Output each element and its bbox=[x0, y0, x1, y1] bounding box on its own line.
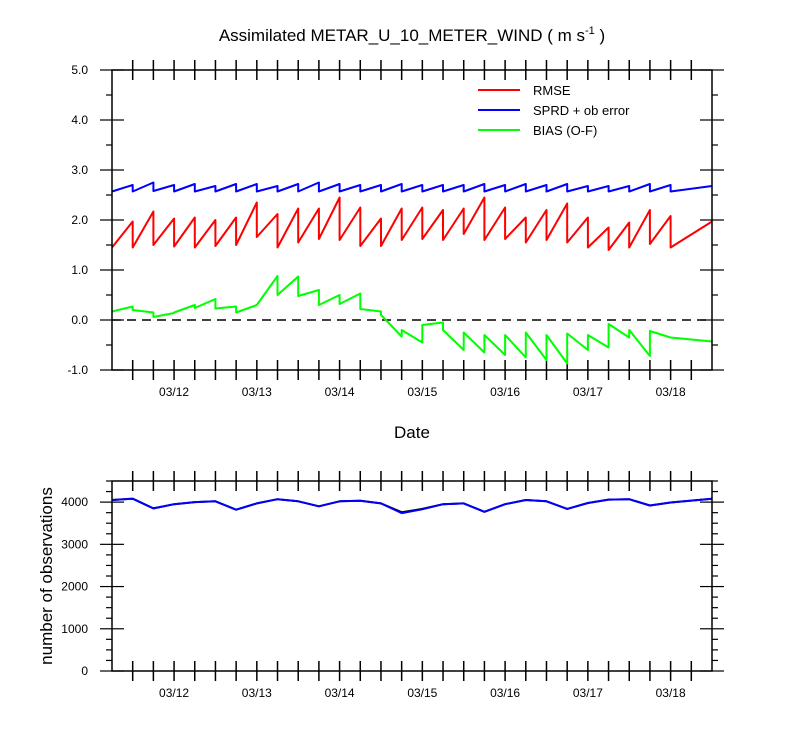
x-tick-label: 03/17 bbox=[573, 686, 603, 700]
y-tick-label: 2.0 bbox=[71, 213, 88, 227]
x-tick-label: 03/16 bbox=[490, 686, 520, 700]
y-tick-label: 2000 bbox=[61, 580, 88, 594]
y-tick-label: 5.0 bbox=[71, 63, 88, 77]
chart-title-end: ) bbox=[595, 26, 605, 45]
y-tick-label: 0.0 bbox=[71, 313, 88, 327]
y-tick-label: 4000 bbox=[61, 495, 88, 509]
top-chart-frame bbox=[111, 69, 713, 371]
legend-label-sprd-ob-error: SPRD + ob error bbox=[533, 103, 630, 118]
bottom-chart-series bbox=[111, 497, 713, 515]
x-tick-label: 03/14 bbox=[325, 385, 355, 399]
bottom-chart-frame bbox=[111, 480, 713, 672]
y-axis-title: number of observations bbox=[37, 487, 56, 665]
y-tick-label: 4.0 bbox=[71, 113, 88, 127]
bottom-chart-labels: 03/12 03/13 03/14 03/15 03/16 03/17 03/18 0 1000… bbox=[61, 495, 686, 700]
y-tick-label: 1000 bbox=[61, 622, 88, 636]
x-tick-label: 03/14 bbox=[325, 686, 355, 700]
y-tick-label: 3000 bbox=[61, 537, 88, 551]
series-1-line bbox=[111, 497, 713, 515]
top-chart-ticks bbox=[100, 60, 724, 380]
x-tick-label: 03/18 bbox=[656, 385, 686, 399]
y-tick-label: -1.0 bbox=[67, 363, 88, 377]
legend-label-rmse: RMSE bbox=[533, 83, 571, 98]
rmse-line bbox=[111, 196, 713, 251]
legend-label-bias-o-f: BIAS (O-F) bbox=[533, 123, 597, 138]
x-tick-label: 03/18 bbox=[656, 686, 686, 700]
x-axis-title: Date bbox=[394, 423, 430, 442]
x-tick-label: 03/12 bbox=[159, 385, 189, 399]
y-tick-label: 3.0 bbox=[71, 163, 88, 177]
x-tick-label: 03/15 bbox=[407, 385, 437, 399]
x-tick-label: 03/17 bbox=[573, 385, 603, 399]
sprd-ob-error-line bbox=[111, 181, 713, 193]
chart-title-main: Assimilated METAR_U_10_METER_WIND ( m s bbox=[219, 26, 585, 45]
x-tick-label: 03/16 bbox=[490, 385, 520, 399]
bottom-chart-ticks bbox=[100, 471, 724, 681]
top-chart-labels: 03/12 03/13 03/14 03/15 03/16 03/17 03/18 -1.0 0… bbox=[67, 63, 686, 399]
chart-title-superscript: -1 bbox=[585, 25, 595, 37]
top-chart-series bbox=[111, 181, 713, 365]
legend: RMSE SPRD + ob error BIAS (O-F) bbox=[478, 83, 630, 138]
rmse-bias-chart: 03/12 03/13 03/14 03/15 03/16 03/17 03/18 -1.0 0… bbox=[67, 60, 724, 399]
y-tick-label: 1.0 bbox=[71, 263, 88, 277]
observation-count-chart: 03/12 03/13 03/14 03/15 03/16 03/17 03/18 0 1000… bbox=[61, 471, 724, 700]
x-tick-label: 03/13 bbox=[242, 686, 272, 700]
y-tick-label: 0 bbox=[81, 664, 88, 678]
chart-title: Assimilated METAR_U_10_METER_WIND ( m s-… bbox=[219, 25, 605, 45]
x-tick-label: 03/12 bbox=[159, 686, 189, 700]
x-tick-label: 03/15 bbox=[407, 686, 437, 700]
series-0-line bbox=[111, 497, 713, 514]
bias-o-f-line bbox=[111, 275, 713, 365]
x-tick-label: 03/13 bbox=[242, 385, 272, 399]
